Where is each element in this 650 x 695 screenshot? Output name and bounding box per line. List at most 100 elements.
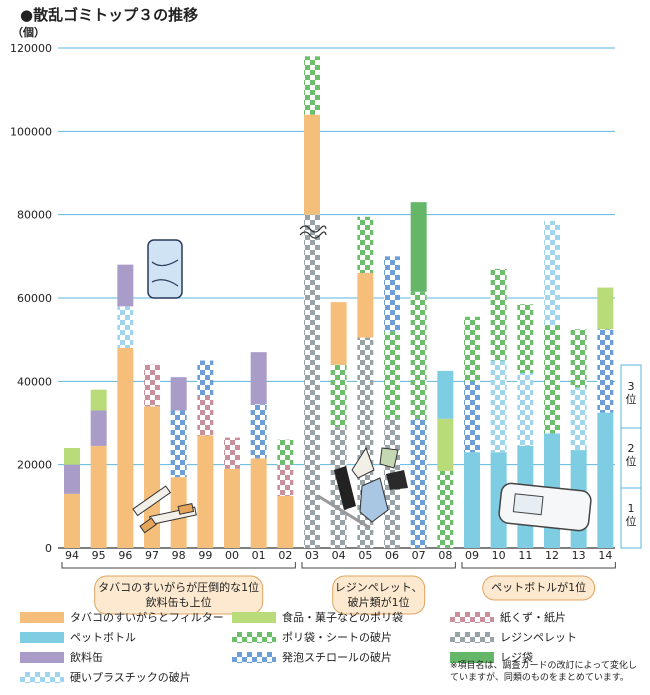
bar-segment-05-tobacco bbox=[357, 273, 374, 338]
y-tick-label: 120000 bbox=[10, 42, 52, 55]
bar-segment-99-happo bbox=[197, 360, 214, 396]
pet-bottle-illustration bbox=[498, 482, 592, 532]
y-tick-label: 80000 bbox=[17, 209, 52, 222]
bar-segment-96-can bbox=[117, 264, 134, 307]
bar-segment-98-can bbox=[170, 377, 187, 411]
bar-segment-06-happo bbox=[384, 256, 400, 332]
bar-segment-03-polybukuro bbox=[304, 56, 320, 115]
legend-swatch bbox=[20, 671, 64, 683]
x-tick-label: 11 bbox=[518, 549, 532, 562]
legend-swatch bbox=[20, 611, 64, 623]
y-tick-label: 40000 bbox=[17, 375, 52, 388]
y-tick-label: 20000 bbox=[17, 459, 52, 472]
bar-segment-94-can bbox=[64, 464, 80, 494]
bar-segment-08-polybukuro bbox=[437, 470, 454, 548]
axis-break-mark bbox=[299, 231, 327, 239]
bar-segment-01-can bbox=[250, 352, 267, 405]
period-callout bbox=[482, 575, 596, 601]
chart-title: ●散乱ゴミトップ３の推移 bbox=[20, 6, 199, 24]
legend-item-tobacco: タバコのすいがらとフィルター bbox=[20, 609, 224, 625]
x-tick-label: 12 bbox=[545, 549, 559, 562]
bar-segment-95-tobacco bbox=[90, 445, 107, 548]
bar-segment-02-polybukuro bbox=[277, 439, 294, 465]
legend-label: レジンペレット bbox=[500, 631, 577, 644]
rank-box bbox=[620, 364, 642, 549]
x-tick-label: 06 bbox=[385, 549, 399, 562]
period-callout bbox=[332, 575, 426, 615]
x-tick-label: 96 bbox=[118, 549, 132, 562]
x-tick-label: 94 bbox=[65, 549, 79, 562]
bar-segment-14-petbottle bbox=[597, 412, 614, 548]
x-tick-label: 05 bbox=[358, 549, 372, 562]
bar-segment-05-polybukuro bbox=[357, 216, 374, 273]
bar-segment-99-kamikuzu bbox=[197, 395, 214, 436]
bar-segment-94-tobacco bbox=[64, 493, 80, 548]
bar-segment-95-shokuhin bbox=[90, 389, 107, 411]
x-tick-label: 98 bbox=[172, 549, 186, 562]
x-tick-label: 10 bbox=[492, 549, 506, 562]
legend-label: 硬いプラスチックの破片 bbox=[70, 671, 191, 684]
legend-label: 飲料缶 bbox=[70, 651, 103, 664]
bar-segment-14-happo bbox=[597, 329, 614, 413]
period-callout-text: レジンペレット、 bbox=[335, 581, 423, 594]
x-tick-label: 99 bbox=[198, 549, 212, 562]
can-illustration bbox=[147, 239, 183, 299]
legend-item-can: 飲料缶 bbox=[20, 649, 103, 665]
bar-segment-04-polybukuro bbox=[330, 364, 347, 428]
bar-segment-04-tobacco bbox=[330, 302, 347, 365]
legend-item-happo: 発泡スチロールの破片 bbox=[232, 649, 392, 665]
bar-segment-08-shokuhin bbox=[437, 418, 454, 471]
legend-swatch bbox=[450, 651, 494, 663]
period-callout bbox=[94, 575, 264, 615]
bar-segment-07-happo bbox=[410, 418, 427, 548]
bar-segment-09-happo bbox=[464, 381, 480, 453]
legend-item-petbottle: ペットボトル bbox=[20, 629, 136, 645]
bar-segment-94-shokuhin bbox=[64, 448, 80, 465]
bar-segment-00-kamikuzu bbox=[224, 437, 240, 469]
bar-segment-95-can bbox=[90, 410, 107, 446]
y-tick-label: 100000 bbox=[10, 125, 52, 138]
x-tick-label: 95 bbox=[92, 549, 106, 562]
legend-swatch bbox=[20, 651, 64, 663]
bar-segment-09-petbottle bbox=[464, 452, 480, 548]
period-callout-text: 飲料缶も上位 bbox=[146, 595, 212, 609]
legend-item-kamikuzu: 紙くず・紙片 bbox=[450, 609, 566, 625]
period-callout-text: タバコのすいがらが圧倒的な1位 bbox=[98, 580, 259, 594]
x-tick-label: 07 bbox=[412, 549, 426, 562]
x-tick-label: 00 bbox=[225, 549, 239, 562]
x-tick-label: 02 bbox=[278, 549, 292, 562]
legend-item-polybukuro: ポリ袋・シートの破片 bbox=[232, 629, 392, 645]
bar-segment-97-kamikuzu bbox=[144, 364, 160, 407]
bar-segment-08-petbottle bbox=[437, 370, 454, 419]
bar-segment-99-tobacco bbox=[197, 435, 214, 548]
legend-item-katai: 硬いプラスチックの破片 bbox=[20, 669, 191, 685]
legend-label: ポリ袋・シートの破片 bbox=[282, 631, 392, 644]
fragments-illustration bbox=[317, 446, 408, 530]
legend-label: 発泡スチロールの破片 bbox=[282, 651, 392, 664]
x-tick-label: 08 bbox=[438, 549, 452, 562]
cigarette-illustration bbox=[132, 485, 197, 534]
bar-segment-11-polybukuro bbox=[517, 304, 534, 373]
bar-segment-14-shokuhin bbox=[597, 287, 614, 330]
bar-segment-00-tobacco bbox=[224, 468, 240, 548]
bar-segment-96-katai bbox=[117, 306, 134, 348]
period-bracket bbox=[61, 562, 296, 569]
bar-segment-98-happo bbox=[170, 410, 187, 478]
bar-segment-03-pellet bbox=[304, 214, 320, 548]
legend-swatch bbox=[450, 611, 494, 623]
footnote: ※項目名は、調査カードの改訂によって変化していますが、同類のものをまとめています… bbox=[450, 661, 637, 683]
legend-swatch bbox=[20, 631, 64, 643]
legend-label: 食品・菓子などのポリ袋 bbox=[282, 611, 403, 624]
x-tick-label: 97 bbox=[145, 549, 159, 562]
period-callout-text: ペットボトルが1位 bbox=[491, 580, 586, 594]
legend-swatch bbox=[450, 631, 494, 643]
legend-label: 紙くず・紙片 bbox=[500, 611, 566, 624]
bar-segment-01-tobacco bbox=[250, 458, 267, 548]
period-callout-text: 破片類が1位 bbox=[348, 595, 410, 609]
x-tick-label: 14 bbox=[598, 549, 612, 562]
